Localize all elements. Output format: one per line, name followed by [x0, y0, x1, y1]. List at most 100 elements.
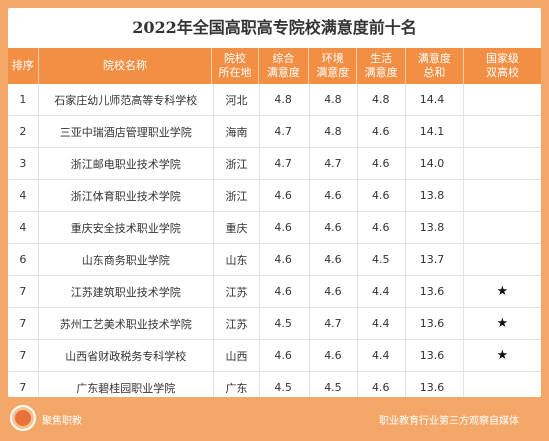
cell-location: 重庆	[214, 212, 261, 243]
header-double-high-line1: 国家级	[486, 52, 520, 65]
table-row: 7 苏州工艺美术职业技术学院 江苏 4.5 4.7 4.4 13.6 ★	[8, 308, 541, 340]
table-row: 6 山东商务职业学院 山东 4.6 4.6 4.5 13.7	[8, 244, 541, 276]
cell-overall: 4.8	[260, 84, 311, 115]
cell-rank: 1	[8, 84, 39, 115]
cell-rank: 2	[8, 116, 39, 147]
cell-name: 石家庄幼儿师范高等专科学校	[39, 84, 214, 115]
header-environment-line1: 环境	[321, 52, 344, 65]
header-double-high-line2: 双高校	[486, 66, 520, 79]
cell-name: 苏州工艺美术职业技术学院	[39, 308, 214, 339]
cell-total: 14.4	[406, 84, 464, 115]
cell-name: 浙江体育职业技术学院	[39, 180, 214, 211]
cell-location: 江苏	[214, 308, 261, 339]
cell-name: 三亚中瑞酒店管理职业学院	[39, 116, 214, 147]
cell-rank: 7	[8, 276, 39, 307]
cell-life: 4.6	[358, 148, 406, 179]
header-environment: 环境 满意度	[309, 48, 358, 84]
cell-life: 4.8	[358, 84, 406, 115]
cell-name: 江苏建筑职业技术学院	[39, 276, 214, 307]
cell-location: 浙江	[214, 148, 261, 179]
header-life: 生活 满意度	[357, 48, 406, 84]
cell-location: 河北	[214, 84, 261, 115]
table-row: 2 三亚中瑞酒店管理职业学院 海南 4.7 4.8 4.6 14.1	[8, 116, 541, 148]
page-title: 2022年全国高职高专院校满意度前十名	[132, 18, 417, 37]
header-overall: 综合 满意度	[259, 48, 310, 84]
cell-location: 山东	[214, 244, 261, 275]
cell-environment: 4.6	[310, 244, 358, 275]
header-double-high: 国家级 双高校	[464, 48, 541, 84]
header-overall-line1: 综合	[272, 52, 295, 65]
cell-name: 重庆安全技术职业学院	[39, 212, 214, 243]
cell-location: 江苏	[214, 276, 261, 307]
header-environment-line2: 满意度	[316, 66, 350, 79]
cell-rank: 3	[8, 148, 39, 179]
cell-life: 4.6	[358, 372, 406, 397]
cell-overall: 4.7	[260, 116, 311, 147]
cell-environment: 4.8	[310, 84, 358, 115]
cell-life: 4.5	[358, 244, 406, 275]
table-row: 7 江苏建筑职业技术学院 江苏 4.6 4.6 4.4 13.6 ★	[8, 276, 541, 308]
cell-double-high	[464, 148, 541, 179]
header-location: 院校 所在地	[212, 48, 259, 84]
cell-life: 4.6	[358, 116, 406, 147]
cell-life: 4.6	[358, 180, 406, 211]
footer-tagline: 职业教育行业第三方观察自媒体	[379, 416, 519, 427]
cell-life: 4.4	[358, 276, 406, 307]
cell-environment: 4.6	[310, 180, 358, 211]
footer-brand: 聚焦职教	[42, 416, 82, 427]
sunflower-logo-icon	[10, 405, 36, 431]
cell-total: 13.6	[406, 372, 464, 397]
footer-bar: 聚焦职教 职业教育行业第三方观察自媒体	[0, 399, 549, 441]
cell-total: 13.8	[406, 212, 464, 243]
table-header: 排序 院校名称 院校 所在地 综合 满意度 环境 满意度 生活 满意度 满意度 总和 国家…	[8, 48, 541, 84]
header-name: 院校名称	[39, 48, 213, 84]
table-row: 1 石家庄幼儿师范高等专科学校 河北 4.8 4.8 4.8 14.4	[8, 84, 541, 116]
cell-total: 13.7	[406, 244, 464, 275]
header-overall-line2: 满意度	[266, 66, 300, 79]
cell-rank: 4	[8, 212, 39, 243]
header-rank: 排序	[8, 48, 39, 84]
table-row: 4 浙江体育职业技术学院 浙江 4.6 4.6 4.6 13.8	[8, 180, 541, 212]
header-location-line1: 院校	[224, 52, 246, 65]
cell-environment: 4.5	[310, 372, 358, 397]
cell-overall: 4.6	[260, 180, 311, 211]
cell-rank: 6	[8, 244, 39, 275]
cell-double-high	[464, 180, 541, 211]
table-body: 1 石家庄幼儿师范高等专科学校 河北 4.8 4.8 4.8 14.4 2 三亚中瑞酒店管理职业…	[8, 84, 541, 397]
cell-overall: 4.6	[260, 244, 311, 275]
cell-double-high	[464, 244, 541, 275]
cell-total: 13.6	[406, 276, 464, 307]
cell-life: 4.4	[358, 308, 406, 339]
cell-rank: 7	[8, 372, 39, 397]
cell-overall: 4.6	[260, 212, 311, 243]
cell-double-high	[464, 212, 541, 243]
cell-overall: 4.5	[260, 308, 311, 339]
cell-environment: 4.6	[310, 212, 358, 243]
cell-overall: 4.6	[260, 276, 311, 307]
cell-rank: 7	[8, 340, 39, 371]
cell-double-high: ★	[496, 284, 509, 299]
cell-environment: 4.8	[310, 116, 358, 147]
cell-location: 山西	[214, 340, 261, 371]
cell-overall: 4.6	[260, 340, 311, 371]
cell-name: 广东碧桂园职业学院	[39, 372, 214, 397]
cell-total: 14.0	[406, 148, 464, 179]
cell-rank: 4	[8, 180, 39, 211]
cell-location: 浙江	[214, 180, 261, 211]
cell-double-high	[464, 372, 541, 397]
cell-total: 14.1	[406, 116, 464, 147]
cell-rank: 7	[8, 308, 39, 339]
cell-total: 13.8	[406, 180, 464, 211]
table-row: 3 浙江邮电职业技术学院 浙江 4.7 4.7 4.6 14.0	[8, 148, 541, 180]
cell-double-high: ★	[496, 316, 509, 331]
cell-life: 4.4	[358, 340, 406, 371]
cell-name: 浙江邮电职业技术学院	[39, 148, 214, 179]
cell-location: 广东	[214, 372, 261, 397]
cell-overall: 4.5	[260, 372, 311, 397]
cell-name: 山西省财政税务专科学校	[39, 340, 214, 371]
header-life-line1: 生活	[370, 52, 393, 65]
header-total: 满意度 总和	[406, 48, 465, 84]
cell-name: 山东商务职业学院	[39, 244, 214, 275]
cell-total: 13.6	[406, 308, 464, 339]
